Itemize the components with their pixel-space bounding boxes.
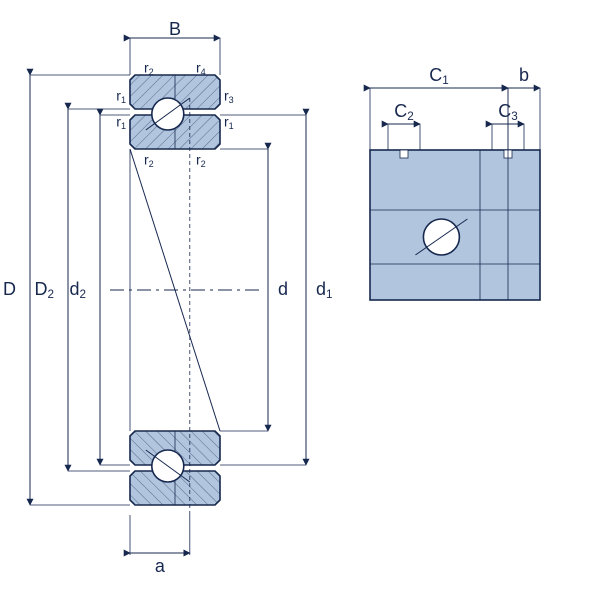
- svg-text:r2: r2: [144, 60, 154, 78]
- svg-text:D: D: [3, 279, 16, 299]
- svg-text:d2: d2: [69, 279, 86, 301]
- svg-text:C2: C2: [394, 101, 414, 123]
- svg-text:C3: C3: [498, 101, 518, 123]
- svg-text:r1: r1: [116, 88, 126, 106]
- svg-text:r1: r1: [116, 114, 126, 132]
- svg-text:D2: D2: [34, 279, 54, 301]
- svg-text:B: B: [169, 19, 181, 39]
- svg-text:d: d: [278, 279, 288, 299]
- svg-text:a: a: [155, 556, 166, 576]
- svg-text:C1: C1: [429, 65, 449, 87]
- svg-text:b: b: [519, 65, 529, 85]
- svg-text:r2: r2: [196, 152, 206, 170]
- drawing-root: Br2 r4 r1 r3 r1 r1 r2 r2 D D2 d2 d d1 a C1 b C2 C3: [3, 19, 540, 576]
- svg-text:r2: r2: [144, 152, 154, 170]
- bearing-cross-section-diagram: Br2 r4 r1 r3 r1 r1 r2 r2 D D2 d2 d d1 a C1 b C2 C3: [0, 0, 600, 600]
- svg-text:r4: r4: [196, 60, 206, 78]
- svg-text:r3: r3: [224, 88, 234, 106]
- svg-text:r1: r1: [224, 114, 234, 132]
- svg-text:d1: d1: [316, 279, 333, 301]
